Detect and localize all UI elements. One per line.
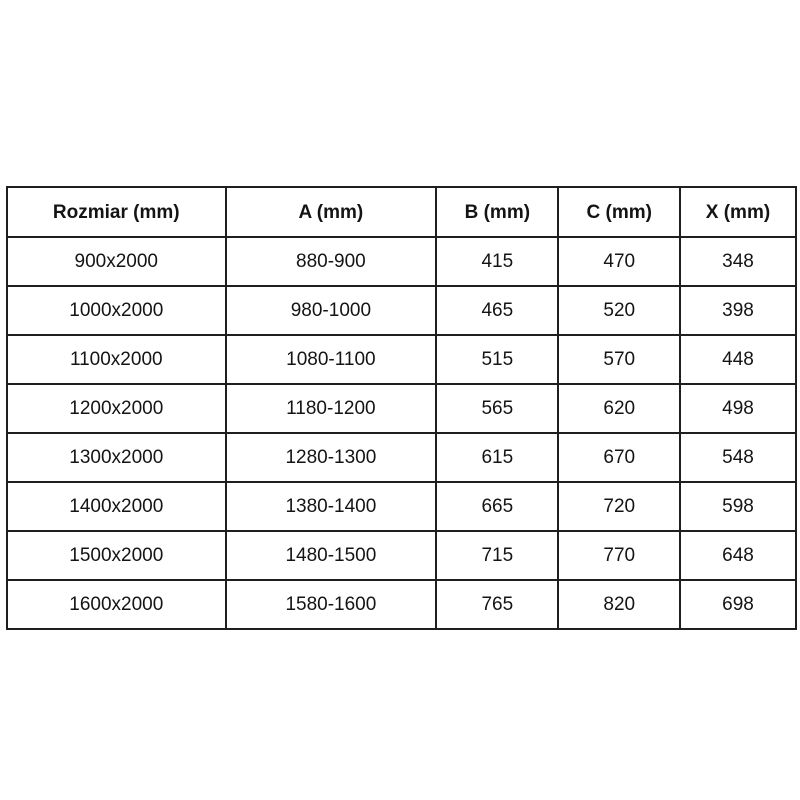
table-cell-rozmiar: 1500x2000 — [6, 530, 227, 581]
table-row: 1200x2000 1180-1200 565 620 498 — [6, 383, 798, 434]
table-row: 1300x2000 1280-1300 615 670 548 — [6, 432, 798, 483]
table-cell-rozmiar: 1200x2000 — [6, 383, 227, 434]
table-row: 1100x2000 1080-1100 515 570 448 — [6, 334, 798, 385]
table-cell-a: 1580-1600 — [224, 579, 438, 630]
table-cell-rozmiar: 900x2000 — [6, 236, 227, 287]
table-cell-x: 598 — [678, 481, 798, 532]
table-cell-b: 415 — [435, 236, 560, 287]
table-cell-b: 565 — [435, 383, 560, 434]
table-cell-a: 1280-1300 — [224, 432, 438, 483]
table-cell-c: 520 — [557, 285, 681, 336]
table-cell-a: 980-1000 — [224, 285, 438, 336]
table-cell-x: 348 — [678, 236, 798, 287]
table-cell-rozmiar: 1100x2000 — [6, 334, 227, 385]
table-row: 1000x2000 980-1000 465 520 398 — [6, 285, 798, 336]
table-cell-rozmiar: 1300x2000 — [6, 432, 227, 483]
table-cell-c: 570 — [557, 334, 681, 385]
table-cell-a: 1380-1400 — [224, 481, 438, 532]
table-header-row: Rozmiar (mm) A (mm) B (mm) C (mm) X (mm) — [6, 186, 798, 238]
table-cell-a: 1180-1200 — [224, 383, 438, 434]
table-row: 1400x2000 1380-1400 665 720 598 — [6, 481, 798, 532]
table-cell-x: 448 — [678, 334, 798, 385]
table-cell-b: 465 — [435, 285, 560, 336]
table-cell-b: 765 — [435, 579, 560, 630]
table-cell-rozmiar: 1600x2000 — [6, 579, 227, 630]
table-cell-x: 398 — [678, 285, 798, 336]
table-cell-x: 648 — [678, 530, 798, 581]
table-cell-c: 470 — [557, 236, 681, 287]
column-header-a: A (mm) — [224, 186, 438, 238]
table-cell-a: 880-900 — [224, 236, 438, 287]
table-cell-a: 1480-1500 — [224, 530, 438, 581]
table-cell-b: 665 — [435, 481, 560, 532]
column-header-c: C (mm) — [557, 186, 681, 238]
table-cell-rozmiar: 1000x2000 — [6, 285, 227, 336]
column-header-x: X (mm) — [678, 186, 798, 238]
table-cell-c: 770 — [557, 530, 681, 581]
table-cell-rozmiar: 1400x2000 — [6, 481, 227, 532]
table-cell-b: 515 — [435, 334, 560, 385]
table-cell-c: 720 — [557, 481, 681, 532]
table-cell-x: 498 — [678, 383, 798, 434]
table-cell-x: 698 — [678, 579, 798, 630]
table-row: 1500x2000 1480-1500 715 770 648 — [6, 530, 798, 581]
table-cell-c: 670 — [557, 432, 681, 483]
table-cell-c: 820 — [557, 579, 681, 630]
column-header-b: B (mm) — [435, 186, 560, 238]
table-row: 1600x2000 1580-1600 765 820 698 — [6, 579, 798, 630]
table-cell-b: 715 — [435, 530, 560, 581]
table-cell-a: 1080-1100 — [224, 334, 438, 385]
column-header-rozmiar: Rozmiar (mm) — [6, 186, 227, 238]
table-row: 900x2000 880-900 415 470 348 — [6, 236, 798, 287]
size-specification-table: Rozmiar (mm) A (mm) B (mm) C (mm) X (mm)… — [6, 186, 798, 630]
table-cell-c: 620 — [557, 383, 681, 434]
table-cell-b: 615 — [435, 432, 560, 483]
table-cell-x: 548 — [678, 432, 798, 483]
